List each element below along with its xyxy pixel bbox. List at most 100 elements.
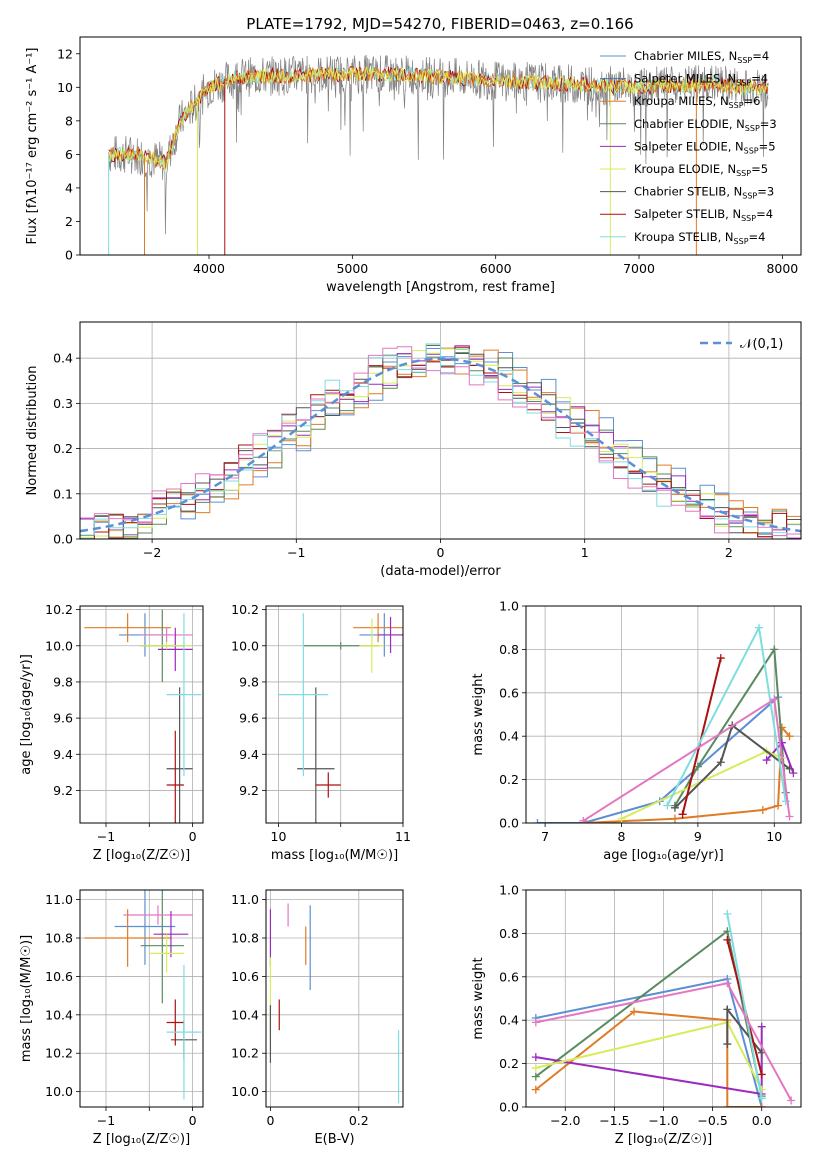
weight-point-marker [754, 623, 763, 632]
weight-series-line [674, 723, 791, 809]
x-axis-label: (data-model)/error [380, 564, 501, 579]
weight-point-marker [716, 654, 725, 663]
legend-entry: Chabrier ELODIE, NSSP=3 [634, 117, 777, 133]
weight-point-marker [762, 756, 771, 765]
y-tick-label: 9.4 [239, 747, 259, 762]
y-tick-label: 0.4 [499, 729, 519, 744]
x-tick-label: −1 [97, 829, 115, 844]
x-tick-label: 7000 [623, 261, 655, 276]
x-axis-label: Z [log₁₀(Z/Z☉)] [93, 848, 190, 863]
weight-series-line [681, 657, 722, 815]
y-tick-label: 10.8 [231, 931, 259, 946]
errorbars [278, 613, 403, 823]
weight-point-marker [531, 1085, 540, 1094]
weight-point-marker [531, 1053, 540, 1062]
x-tick-label: 0 [189, 829, 197, 844]
plot-layer: 4000 5000 6000 7000 8000024681012wavelength … [19, 36, 802, 1147]
axes-frame [79, 36, 802, 256]
weight-point-marker [757, 1085, 766, 1094]
weight-point-marker [785, 764, 794, 773]
y-tick-label: 10.2 [231, 602, 259, 617]
y-tick-label: 10.0 [231, 638, 259, 653]
errorbars [269, 903, 400, 1104]
weight-series-line [583, 724, 791, 823]
x-tick-label: −1.0 [648, 1113, 678, 1128]
mass_weight_vs_Z-panel: −2.0 −1.5 −1.0 −0.5 0.0 0.0 0.2 0.4 0.6 0.8 1.0 Z [… [471, 883, 802, 1147]
weight-point-marker [531, 1072, 540, 1081]
y-axis-label: mass weight [471, 957, 486, 1039]
spectrum-lines [108, 54, 769, 255]
weight-point-marker [757, 1070, 766, 1079]
x-tick-label: −0.5 [697, 1113, 727, 1128]
legend-entry: 𝒩(0,1) [740, 337, 783, 352]
y-tick-label: 0 [65, 248, 73, 263]
x-tick-label: −2.0 [550, 1113, 580, 1128]
weight-point-marker [716, 758, 725, 767]
y-tick-label: 10.6 [231, 969, 259, 984]
x-axis-label: E(B-V) [314, 1132, 354, 1147]
weight-point-marker [757, 1094, 766, 1103]
axes-frame [525, 605, 802, 824]
spectrum-panel: 4000 5000 6000 7000 8000 0 2 4 6 8 10 12 wavelength … [25, 36, 802, 295]
x-axis-label: Z [log₁₀(Z/Z☉)] [615, 1132, 712, 1147]
y-axis-label: Flux [fλ10⁻¹⁷ erg cm⁻² s⁻¹ A⁻¹] [25, 48, 40, 245]
model-spectrum-line [108, 65, 769, 171]
weight-series-line [674, 646, 787, 807]
weight-point-marker [723, 979, 732, 988]
x-tick-label: −1 [97, 1113, 115, 1128]
age_vs_mass-panel: 10 11 9.2 9.4 9.6 9.8 10.0 10.2 mass [log₁₀(M/M☉… [231, 602, 411, 863]
residual-panel: −2 −1 0 1 2 0.0 0.1 0.2 0.3 0.4 (data-model)/error… [25, 321, 802, 579]
x-axis-label: age [log₁₀(age/yr)] [603, 848, 724, 863]
x-tick-label: 0.2 [349, 1113, 369, 1128]
x-tick-label: 8 [618, 829, 626, 844]
y-tick-label: 0.0 [499, 816, 519, 831]
weight-point-marker [678, 810, 687, 819]
x-axis-label: mass [log₁₀(M/M☉)] [271, 848, 398, 863]
x-tick-label: 11 [395, 829, 411, 844]
axes-frame [525, 889, 802, 1108]
y-tick-label: 9.4 [53, 747, 73, 762]
x-tick-label: 8000 [766, 261, 798, 276]
x-tick-label: 5000 [336, 261, 368, 276]
legend-entry: Kroupa ELODIE, NSSP=5 [634, 162, 768, 178]
x-tick-label: 0 [266, 1113, 274, 1128]
y-tick-label: 0.6 [499, 685, 519, 700]
weight-point-marker [758, 805, 767, 814]
legend: Chabrier MILES, NSSP=4 Salpeter MILES, NS… [600, 49, 777, 246]
mass_weight_vs_age-panel: 7 8 9 10 0.0 0.2 0.4 0.6 0.8 1.0 age [log₁₀(age/yr… [471, 599, 802, 863]
x-tick-label: −1.5 [599, 1113, 629, 1128]
axes-frame [265, 605, 404, 824]
y-tick-label: 10 [57, 80, 73, 95]
weight-point-marker [757, 1103, 766, 1107]
y-tick-label: 1.0 [499, 883, 519, 898]
weight-lines [533, 623, 798, 823]
x-tick-label: 2 [725, 545, 733, 560]
weight-point-marker [670, 803, 679, 812]
y-tick-label: 1.0 [499, 599, 519, 614]
weight-series-line [726, 913, 763, 1099]
legend-entry: Chabrier MILES, NSSP=4 [634, 49, 769, 65]
y-tick-label: 0.2 [53, 441, 73, 456]
x-tick-label: 7 [541, 829, 549, 844]
y-tick-label: 0.8 [499, 642, 519, 657]
weight-point-marker [617, 814, 626, 823]
y-tick-label: 0.4 [499, 1013, 519, 1028]
y-tick-label: 9.8 [239, 674, 259, 689]
normal-curve [80, 357, 801, 533]
y-tick-label: 10.0 [45, 1084, 73, 1099]
weight-point-marker [670, 814, 679, 823]
weight-point-marker [531, 1063, 540, 1072]
axes-frame [79, 605, 204, 824]
y-tick-label: 6 [65, 147, 73, 162]
axes-frame [265, 889, 404, 1108]
errorbars [84, 890, 202, 1100]
weight-point-marker [723, 1103, 732, 1107]
x-axis-label: wavelength [Angstrom, rest frame] [326, 280, 555, 295]
y-tick-label: 9.6 [53, 711, 73, 726]
y-tick-label: 10.4 [45, 1007, 73, 1022]
x-tick-label: −2 [143, 545, 161, 560]
x-axis-label: Z [log₁₀(Z/Z☉)] [93, 1132, 190, 1147]
weight-point-marker [630, 1007, 639, 1016]
y-tick-label: 10.0 [45, 638, 73, 653]
